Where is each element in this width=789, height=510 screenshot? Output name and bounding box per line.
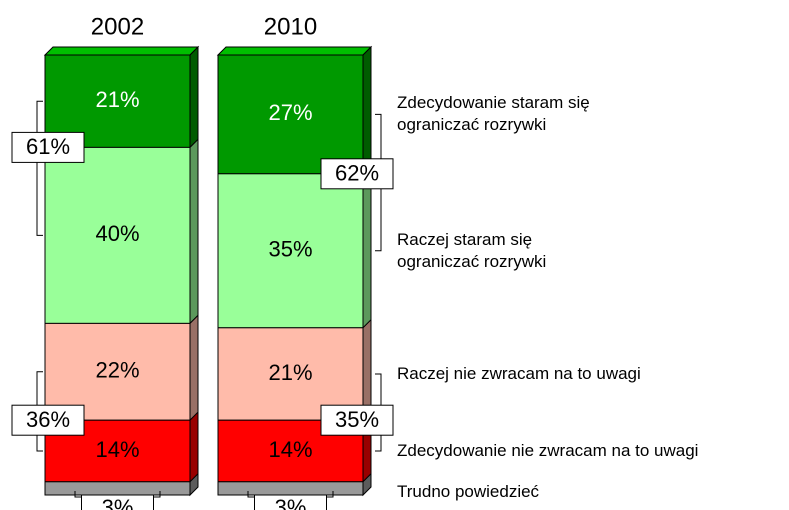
total-label: 62%: [335, 161, 379, 186]
bar: [44, 322, 191, 421]
year-label: 2002: [91, 13, 144, 40]
value-label: 22%: [95, 358, 139, 383]
bar: [217, 481, 364, 496]
value-label: 14%: [268, 437, 312, 462]
value-label: 21%: [95, 87, 139, 112]
bar-side: [189, 45, 199, 149]
value-label: 21%: [268, 360, 312, 385]
bar-side: [189, 410, 199, 484]
legend-label: Zdecydowanie staram się ograniczać rozry…: [397, 93, 590, 135]
legend-label: Raczej nie zwracam na to uwagi: [397, 364, 641, 383]
bar-side: [362, 164, 372, 330]
total-label: 61%: [26, 134, 70, 159]
bracket: [36, 100, 43, 236]
value-label: 35%: [268, 237, 312, 262]
label-box: [320, 158, 394, 190]
bar-top: [43, 46, 200, 56]
bar-side: [362, 45, 372, 176]
bar: [217, 54, 364, 175]
year-label: 2010: [264, 13, 317, 40]
label-box: [320, 404, 394, 436]
label-box: [11, 404, 85, 436]
total-label: 35%: [335, 407, 379, 432]
label-box: [81, 494, 154, 510]
value-label: 3%: [275, 495, 307, 510]
bar-side: [189, 314, 199, 422]
value-label: 14%: [95, 437, 139, 462]
total-label: 36%: [26, 407, 70, 432]
legend-label: Trudno powiedzieć: [397, 482, 540, 501]
bar: [44, 481, 191, 496]
value-label: 27%: [268, 100, 312, 125]
value-label: 3%: [102, 495, 134, 510]
label-box: [254, 494, 327, 510]
label-box: [11, 131, 85, 163]
bar: [217, 173, 364, 329]
legend-label: Raczej staram się ograniczać rozrywki: [397, 229, 547, 271]
bar: [44, 146, 191, 324]
legend-label: Zdecydowanie nie zwracam na to uwagi: [397, 441, 699, 460]
bar-side: [189, 138, 199, 325]
value-label: 40%: [95, 221, 139, 246]
bar-top: [216, 46, 373, 56]
